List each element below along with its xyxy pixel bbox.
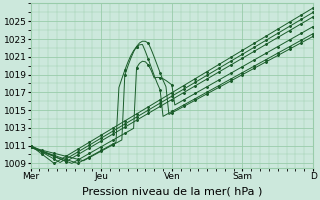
X-axis label: Pression niveau de la mer( hPa ): Pression niveau de la mer( hPa ) [82, 187, 262, 197]
